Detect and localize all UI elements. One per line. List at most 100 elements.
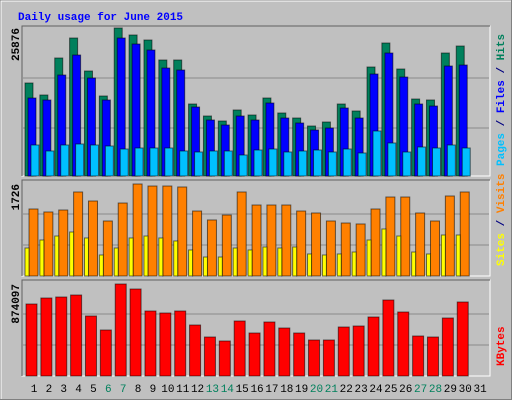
bar <box>206 219 217 277</box>
bar <box>385 196 396 277</box>
x-tick-label: 6 <box>105 384 112 396</box>
bar <box>119 148 129 177</box>
bar <box>173 240 179 277</box>
bar <box>159 312 172 377</box>
bar <box>263 321 276 377</box>
x-tick-label: 15 <box>236 384 249 396</box>
bar <box>104 145 114 177</box>
x-tick-label: 17 <box>265 384 278 396</box>
x-tick-label: 2 <box>46 384 53 396</box>
x-tick-label: 30 <box>459 384 472 396</box>
y-tick-label: 874097 <box>11 284 23 324</box>
bar <box>129 288 142 377</box>
bar <box>247 249 253 277</box>
bar <box>397 311 410 377</box>
bar <box>98 254 104 277</box>
bar <box>351 251 357 277</box>
bar <box>75 143 85 177</box>
bar <box>164 147 174 177</box>
bar <box>233 320 246 377</box>
legend-entry: Files <box>496 80 508 113</box>
bar <box>99 329 112 377</box>
bar <box>322 339 335 377</box>
bar <box>143 235 149 277</box>
bar <box>223 150 233 177</box>
x-tick-label: 31 <box>473 384 487 396</box>
bar <box>459 191 470 277</box>
x-tick-label: 22 <box>340 384 353 396</box>
x-tick-label: 14 <box>221 384 235 396</box>
bar <box>311 212 322 277</box>
bar <box>89 144 99 177</box>
x-tick-label: 24 <box>369 384 383 396</box>
legend-separator: / <box>496 60 508 80</box>
x-tick-label: 26 <box>399 384 412 396</box>
bar <box>292 246 298 277</box>
bar <box>296 210 307 277</box>
bar <box>431 147 441 177</box>
legend-entry: Visits <box>496 174 508 214</box>
bar <box>342 148 352 177</box>
bar <box>400 196 411 277</box>
x-tick-label: 3 <box>60 384 67 396</box>
bar <box>278 327 291 377</box>
x-tick-label: 18 <box>280 384 293 396</box>
legend: Sites / Visits <box>496 174 508 266</box>
panel-shade <box>21 25 490 176</box>
bar <box>188 249 194 277</box>
bar <box>455 234 461 277</box>
bar <box>54 235 60 277</box>
bar <box>113 247 119 277</box>
bar <box>28 208 39 277</box>
bar <box>43 211 54 277</box>
bar <box>174 310 187 377</box>
x-tick-label: 7 <box>120 384 127 396</box>
bar <box>144 310 157 377</box>
bar <box>134 147 144 177</box>
bar <box>83 237 89 277</box>
bar <box>266 204 277 277</box>
bar <box>327 151 337 177</box>
bar <box>411 251 417 277</box>
bar <box>456 301 469 377</box>
legend: KBytes <box>496 326 508 366</box>
legend-separator: / <box>496 213 508 233</box>
bar <box>45 150 55 177</box>
bar <box>336 253 342 277</box>
y-tick-label: 25876 <box>11 28 23 61</box>
bar <box>426 336 439 377</box>
bar <box>70 294 83 377</box>
x-tick-label: 28 <box>429 384 442 396</box>
bar <box>357 152 367 177</box>
x-tick-label: 8 <box>135 384 142 396</box>
panel-shade <box>21 279 490 376</box>
bar <box>69 231 75 277</box>
x-tick-label: 25 <box>384 384 397 396</box>
bar <box>441 317 454 377</box>
bar <box>382 299 395 377</box>
x-tick-label: 4 <box>75 384 82 396</box>
bar <box>355 223 366 277</box>
x-tick-label: 20 <box>310 384 323 396</box>
bar <box>446 144 456 177</box>
bar <box>262 246 268 277</box>
bar <box>381 228 387 277</box>
legend: Pages / Files / Hits <box>496 34 508 166</box>
bar <box>194 151 204 177</box>
bar <box>440 234 446 277</box>
legend-entry: Pages <box>496 133 508 166</box>
bar <box>149 147 159 177</box>
bar <box>268 148 278 177</box>
legend-entry: Sites <box>496 233 508 266</box>
bar <box>444 195 455 277</box>
bar <box>429 220 440 277</box>
x-tick-label: 23 <box>355 384 368 396</box>
legend-entry: Hits <box>496 34 508 60</box>
bar <box>87 200 98 277</box>
bar <box>218 340 231 377</box>
bar <box>238 154 248 177</box>
bar <box>179 150 189 177</box>
bar <box>236 191 247 277</box>
bar <box>340 222 351 277</box>
